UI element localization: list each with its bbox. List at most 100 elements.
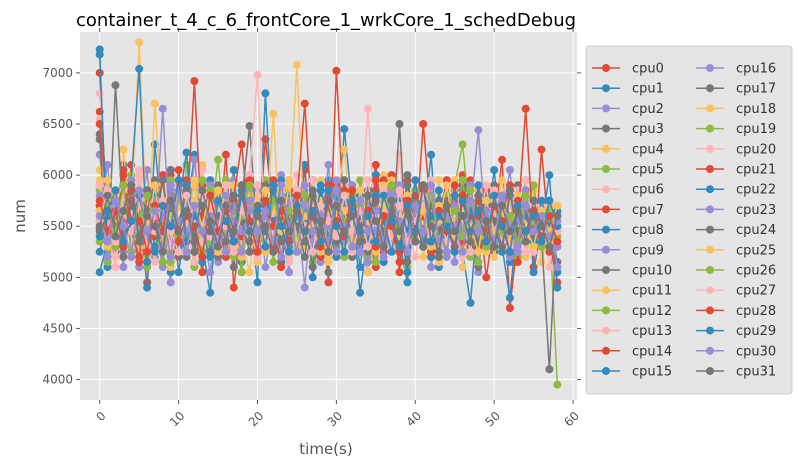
- data-point: [537, 237, 546, 246]
- chart-title: container_t_4_c_6_frontCore_1_wrkCore_1_…: [76, 10, 576, 31]
- data-point: [174, 166, 183, 174]
- data-point: [529, 196, 538, 205]
- data-point: [427, 150, 436, 159]
- data-point: [277, 237, 286, 246]
- data-point: [356, 263, 365, 272]
- legend-item-cpu6: cpu6: [592, 183, 664, 198]
- legend-label: cpu17: [736, 82, 776, 97]
- legend-label: cpu31: [736, 365, 776, 380]
- legend-marker: [602, 205, 610, 214]
- legend-item-cpu9: cpu9: [592, 243, 664, 258]
- data-point: [95, 120, 104, 128]
- legend-marker: [706, 266, 714, 274]
- data-point: [348, 196, 357, 205]
- data-point: [206, 217, 215, 226]
- data-point: [143, 166, 152, 174]
- data-point: [111, 186, 120, 195]
- data-point: [198, 252, 207, 261]
- legend-marker: [706, 225, 714, 234]
- y-tick-label: 6000: [42, 168, 73, 182]
- data-point: [450, 258, 459, 266]
- data-point: [143, 283, 152, 292]
- data-point: [363, 268, 372, 277]
- data-point: [237, 140, 246, 149]
- data-point: [174, 176, 183, 185]
- legend-item-cpu31: cpu31: [696, 365, 776, 380]
- data-point: [458, 212, 467, 220]
- data-point: [505, 304, 514, 312]
- data-point: [332, 176, 341, 185]
- data-point: [466, 237, 475, 246]
- data-point: [143, 247, 152, 256]
- data-point: [324, 278, 333, 287]
- data-point: [521, 237, 530, 246]
- data-point: [371, 217, 380, 226]
- legend-label: cpu19: [736, 122, 776, 137]
- legend-item-cpu18: cpu18: [696, 102, 776, 117]
- data-point: [427, 222, 436, 231]
- data-point: [229, 191, 238, 200]
- data-point: [316, 181, 325, 190]
- data-point: [277, 196, 286, 205]
- legend-item-cpu11: cpu11: [592, 284, 672, 299]
- data-point: [490, 252, 499, 261]
- data-point: [237, 181, 246, 190]
- legend-marker: [602, 326, 610, 335]
- data-point: [119, 237, 128, 246]
- data-point: [466, 196, 475, 205]
- data-point: [348, 242, 357, 251]
- data-point: [340, 176, 349, 185]
- data-point: [261, 242, 270, 251]
- data-point: [356, 176, 365, 185]
- legend-item-cpu21: cpu21: [696, 163, 776, 178]
- data-point: [490, 191, 499, 200]
- data-point: [324, 160, 333, 169]
- data-point: [553, 201, 562, 210]
- data-point: [174, 268, 183, 277]
- data-point: [119, 171, 128, 180]
- legend-marker: [706, 346, 714, 355]
- data-point: [237, 247, 246, 256]
- data-point: [482, 196, 491, 205]
- data-point: [308, 227, 317, 236]
- data-point: [190, 237, 199, 246]
- data-point: [214, 186, 223, 195]
- data-point: [166, 278, 175, 287]
- data-point: [253, 227, 262, 236]
- data-point: [214, 242, 223, 251]
- data-point: [379, 191, 388, 200]
- legend-label: cpu4: [632, 142, 664, 157]
- data-point: [458, 196, 467, 205]
- data-point: [166, 181, 175, 190]
- data-point: [119, 263, 128, 272]
- data-point: [521, 104, 530, 113]
- data-point: [135, 38, 144, 47]
- data-point: [482, 273, 491, 282]
- data-point: [135, 176, 144, 185]
- data-point: [95, 181, 104, 190]
- data-point: [111, 232, 120, 241]
- data-point: [545, 365, 554, 374]
- legend-marker: [706, 124, 714, 133]
- legend-marker: [706, 286, 714, 295]
- legend-item-cpu8: cpu8: [592, 223, 664, 238]
- data-point: [411, 252, 420, 261]
- data-point: [221, 237, 230, 246]
- data-point: [182, 206, 191, 215]
- data-point: [348, 186, 357, 195]
- data-point: [450, 181, 459, 190]
- data-point: [419, 252, 428, 261]
- data-point: [482, 217, 491, 226]
- data-point: [371, 196, 380, 205]
- data-point: [190, 181, 199, 190]
- data-point: [300, 283, 309, 292]
- legend-item-cpu29: cpu29: [696, 324, 776, 339]
- legend-marker: [602, 185, 610, 194]
- legend-item-cpu25: cpu25: [696, 243, 776, 258]
- data-point: [474, 191, 483, 200]
- data-point: [253, 70, 262, 79]
- data-point: [95, 50, 104, 59]
- legend-marker: [602, 64, 610, 72]
- legend-item-cpu0: cpu0: [592, 62, 664, 77]
